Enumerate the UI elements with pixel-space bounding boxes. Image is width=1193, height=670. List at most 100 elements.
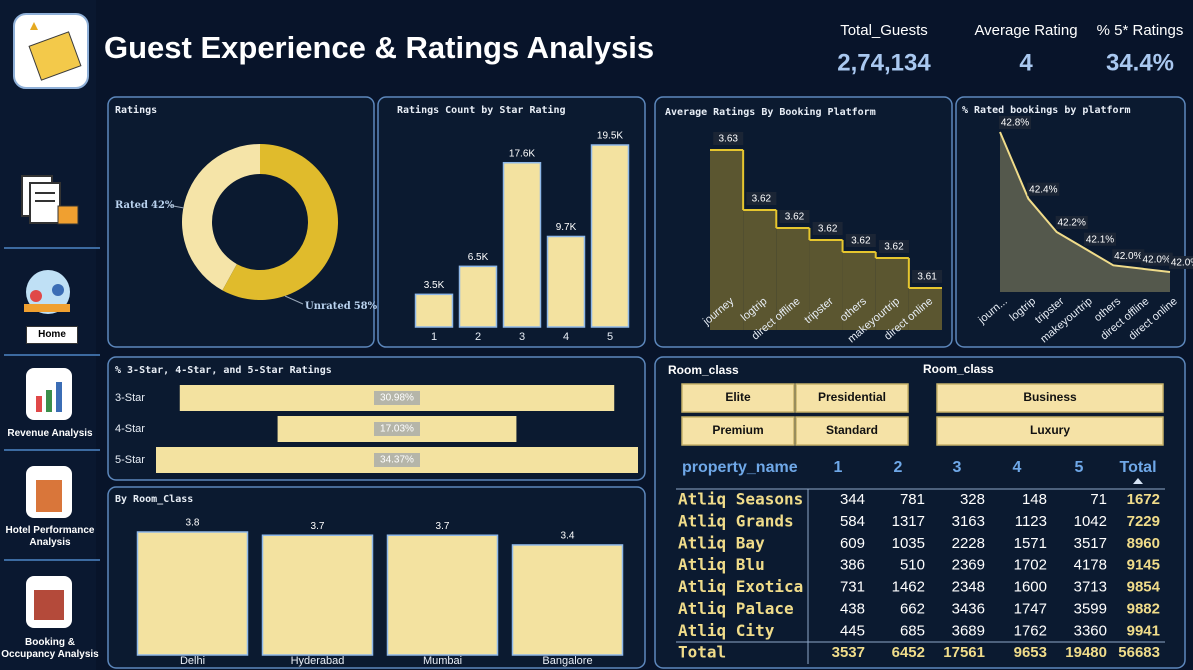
value-label: 3.61 bbox=[917, 272, 937, 283]
bar bbox=[261, 534, 374, 656]
table-cell: 445 bbox=[840, 622, 865, 639]
row-label: Atliq Palace bbox=[678, 599, 794, 618]
table-cell: 148 bbox=[1022, 491, 1047, 508]
column-header: 5 bbox=[1075, 459, 1084, 476]
table-cell: 8960 bbox=[1127, 535, 1160, 552]
label-bg bbox=[1169, 256, 1193, 269]
slicer-item[interactable]: Business bbox=[1023, 390, 1077, 404]
slice-label: Unrated 58% bbox=[305, 301, 378, 312]
table-cell: 386 bbox=[840, 557, 865, 574]
slice-value: 58% bbox=[354, 301, 378, 312]
table-cell: 328 bbox=[960, 491, 985, 508]
label-bg bbox=[1140, 252, 1173, 266]
label-bg bbox=[845, 234, 876, 247]
slicer-item[interactable]: Luxury bbox=[1030, 423, 1070, 437]
table-cell: 9882 bbox=[1127, 600, 1160, 617]
nav-button[interactable]: Booking & Occupancy Analysis bbox=[1, 637, 99, 660]
category-label: 5-Star bbox=[115, 454, 145, 466]
category-label: 4-Star bbox=[115, 423, 145, 435]
slicer-item[interactable]: Presidential bbox=[818, 390, 886, 404]
table-cell: 2369 bbox=[952, 557, 985, 574]
nav-button[interactable]: Revenue Analysis bbox=[7, 428, 93, 439]
slicer-title: Room_class bbox=[923, 362, 994, 376]
slicer-button[interactable] bbox=[936, 416, 1164, 446]
table-cell: 3689 bbox=[952, 622, 985, 639]
value-label: 42.2% bbox=[1057, 218, 1085, 229]
label-bg bbox=[374, 453, 420, 467]
label-bg bbox=[1055, 216, 1088, 229]
value-label: 42.1% bbox=[1086, 234, 1114, 245]
column-header: 2 bbox=[894, 459, 903, 476]
step-area bbox=[776, 228, 810, 330]
label-bg bbox=[878, 240, 909, 253]
donut-slice bbox=[222, 144, 338, 300]
row-label: Atliq City bbox=[678, 621, 775, 640]
value-label: 42.8% bbox=[1001, 118, 1029, 129]
table-cell: 3537 bbox=[832, 644, 865, 661]
logo-star bbox=[30, 22, 38, 30]
value-label: 3.63 bbox=[718, 134, 738, 145]
value-label: 3.62 bbox=[785, 212, 805, 223]
table-cell: 1571 bbox=[1014, 535, 1047, 552]
table-cell: 510 bbox=[900, 557, 925, 574]
value-label: 17.6K bbox=[509, 148, 535, 159]
slice-name: Unrated bbox=[305, 301, 351, 312]
table-cell: 781 bbox=[900, 491, 925, 508]
step-area bbox=[875, 258, 909, 330]
nav-button[interactable]: Hotel Performance Analysis bbox=[5, 525, 95, 548]
table-cell: 4178 bbox=[1074, 557, 1107, 574]
table-cell: 9653 bbox=[1014, 644, 1047, 661]
value-label: 3.62 bbox=[818, 224, 838, 235]
table-cell: 56683 bbox=[1118, 644, 1160, 661]
bar bbox=[511, 544, 624, 656]
sort-arrow[interactable] bbox=[1133, 478, 1143, 484]
kpi-label: Total_Guests bbox=[840, 22, 928, 39]
kpi-label: Average Rating bbox=[974, 22, 1077, 39]
table-cell: 1672 bbox=[1127, 491, 1160, 508]
leader-line bbox=[167, 204, 185, 209]
nav-button[interactable]: Home bbox=[26, 326, 78, 344]
donut-slice bbox=[181, 144, 260, 291]
table-cell: 7229 bbox=[1127, 513, 1160, 530]
category-label: 3-Star bbox=[115, 392, 145, 404]
line bbox=[999, 131, 1171, 273]
label-bg bbox=[746, 192, 777, 205]
label-bg bbox=[374, 422, 420, 436]
value-label: 6.5K bbox=[468, 252, 489, 263]
label-bg bbox=[713, 132, 744, 145]
leader-line bbox=[284, 295, 304, 305]
label-bg bbox=[1112, 249, 1145, 263]
column-header: 3 bbox=[953, 459, 962, 476]
step-area bbox=[908, 288, 942, 330]
category-label: Mumbai bbox=[423, 655, 462, 667]
slicer-item[interactable]: Standard bbox=[826, 423, 878, 437]
page-title: Guest Experience & Ratings Analysis bbox=[104, 30, 654, 65]
label-bg bbox=[1084, 232, 1116, 246]
slicer-button[interactable] bbox=[795, 416, 909, 446]
bar bbox=[414, 293, 454, 328]
slicer-button[interactable] bbox=[681, 383, 795, 413]
bar bbox=[458, 265, 498, 328]
row-label: Total bbox=[678, 643, 726, 662]
nav-icon bbox=[36, 396, 42, 412]
table-cell: 344 bbox=[840, 491, 865, 508]
row-label: Atliq Blu bbox=[678, 555, 765, 574]
table-cell: 3517 bbox=[1074, 535, 1107, 552]
column-header: 1 bbox=[834, 459, 843, 476]
category-label: Hyderabad bbox=[291, 655, 345, 667]
table-cell: 609 bbox=[840, 535, 865, 552]
label-bg bbox=[374, 391, 420, 405]
chart-title: Average Ratings By Booking Platform bbox=[665, 106, 876, 118]
kpi-value: 4 bbox=[1019, 49, 1033, 76]
slicer-button[interactable] bbox=[936, 383, 1164, 413]
nav-icon bbox=[34, 590, 64, 620]
slicer-item[interactable]: Elite bbox=[725, 390, 751, 404]
slicer-button[interactable] bbox=[681, 416, 795, 446]
slicer-item[interactable]: Premium bbox=[712, 423, 763, 437]
table-cell: 17561 bbox=[943, 644, 985, 661]
logo-icon bbox=[28, 31, 82, 81]
value-label: 3.8 bbox=[186, 518, 200, 529]
slicer-button[interactable] bbox=[795, 383, 909, 413]
table-cell: 662 bbox=[900, 600, 925, 617]
label-bg bbox=[779, 210, 810, 223]
